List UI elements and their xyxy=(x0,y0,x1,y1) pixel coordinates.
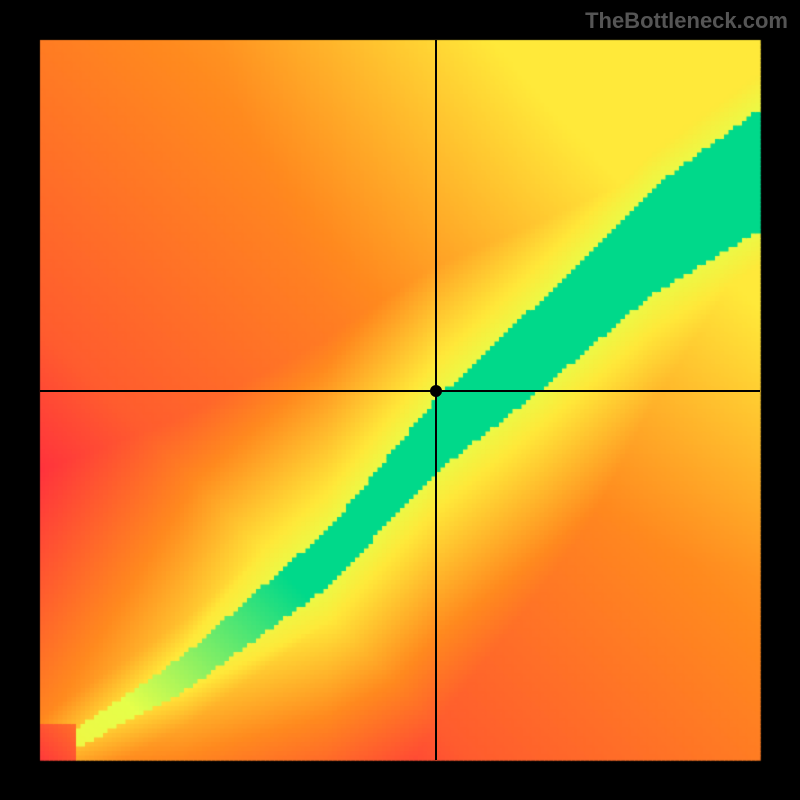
crosshair-horizontal xyxy=(40,390,760,392)
crosshair-marker xyxy=(430,385,442,397)
heatmap-canvas xyxy=(0,0,800,800)
chart-container: TheBottleneck.com xyxy=(0,0,800,800)
crosshair-vertical xyxy=(435,40,437,760)
watermark-text: TheBottleneck.com xyxy=(585,8,788,34)
